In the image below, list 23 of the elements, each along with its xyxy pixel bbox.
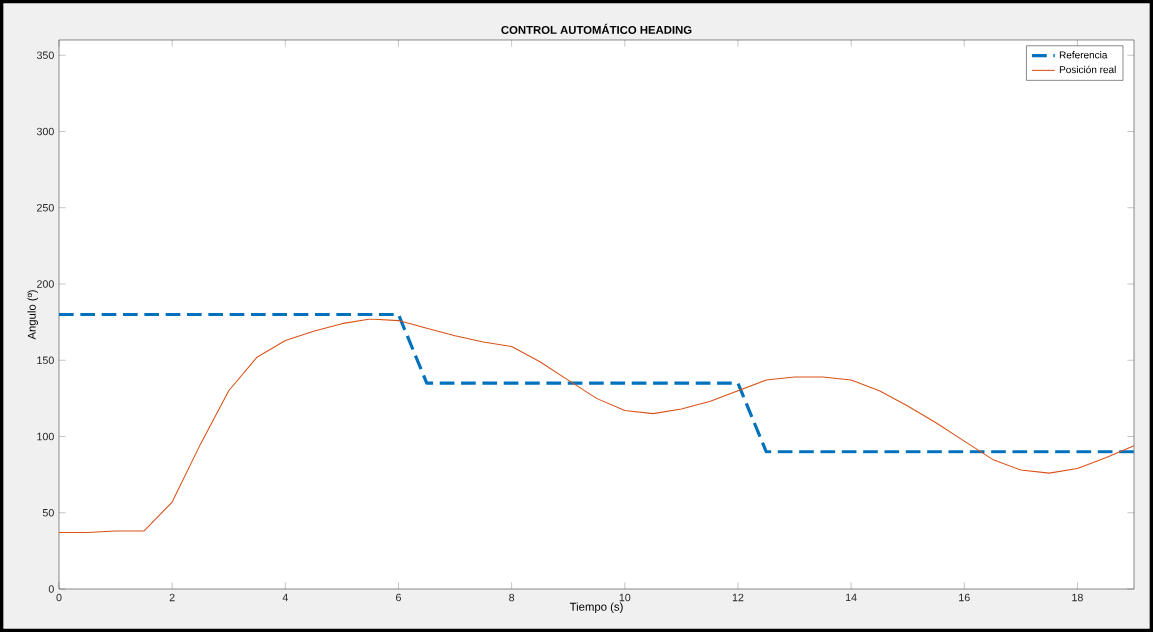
y-tick-label: 100 (37, 432, 54, 441)
y-axis-title: Angulo (º) (27, 290, 38, 340)
y-tick-label: 300 (36, 127, 54, 136)
y-tick-label: 0 (48, 585, 54, 593)
x-tick-label: 18 (1072, 593, 1083, 602)
x-tick-label: 4 (282, 593, 288, 602)
chart-title: CONTROL AUTOMÁTICO HEADING (501, 23, 692, 34)
y-tick-label: 250 (37, 203, 54, 212)
x-tick-label: 14 (846, 593, 857, 602)
legend-label: Posición real (1059, 65, 1116, 74)
x-axis-title: Tiempo (s) (569, 602, 623, 613)
y-tick-label: 200 (37, 280, 54, 288)
x-tick-label: 16 (959, 593, 970, 602)
y-tick-label: 150 (37, 356, 54, 365)
x-tick-label: 12 (732, 593, 744, 602)
x-tick-label: 0 (56, 593, 62, 602)
y-tick-label: 350 (36, 51, 54, 60)
x-tick-label: 6 (396, 593, 401, 602)
y-tick-label: 50 (42, 508, 54, 517)
x-tick-label: 10 (619, 593, 631, 602)
x-tick-label: 2 (169, 593, 175, 602)
x-tick-label: 8 (509, 593, 515, 602)
legend-label: Referencia (1059, 51, 1108, 59)
